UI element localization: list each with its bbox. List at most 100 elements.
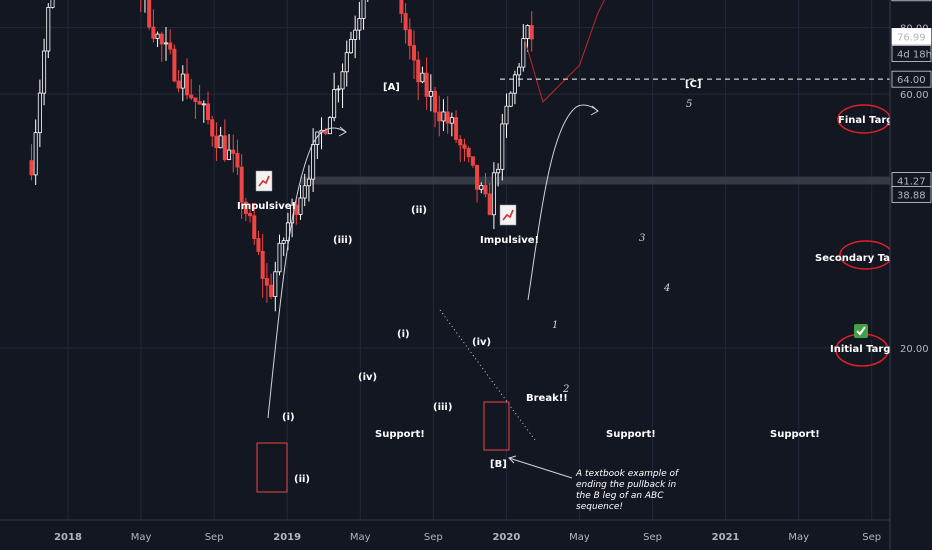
arrowhead-2 — [590, 105, 599, 116]
candle-body — [433, 90, 438, 113]
candle-body — [462, 144, 467, 149]
chart-up-icon — [499, 204, 517, 226]
x-tick-label: May — [569, 532, 590, 543]
candle-body — [449, 117, 454, 124]
note-line: sequence! — [576, 502, 623, 512]
candle-body — [496, 168, 501, 174]
price-label-box — [891, 28, 932, 45]
candle-body — [517, 66, 522, 76]
candle-body — [147, 0, 152, 28]
candle-body — [281, 240, 286, 244]
candle-body — [311, 144, 316, 180]
candle-body — [155, 33, 160, 39]
note-arrowhead — [508, 455, 517, 464]
candle-body — [277, 242, 282, 273]
candle-body — [193, 97, 198, 102]
candle-body — [412, 45, 417, 61]
proj-wave-2: 2 — [562, 384, 569, 395]
y-axis-bg — [890, 0, 932, 550]
wave-iv-label: (iv) — [358, 372, 377, 383]
wave-iv-label: (iv) — [472, 337, 491, 348]
candle-body — [256, 238, 261, 252]
proj-wave-3: 3 — [639, 233, 645, 244]
candle-body — [46, 7, 51, 52]
candle-body — [273, 271, 278, 297]
x-tick-label: May — [131, 532, 152, 543]
candle-body — [302, 185, 307, 199]
check-icon — [854, 324, 868, 338]
wave-iii-label: (iii) — [333, 235, 352, 246]
note-line: ending the pullback in — [576, 480, 677, 490]
initial-target-label: Initial Target! — [830, 344, 907, 355]
proj-wave-5: 5 — [686, 99, 692, 110]
x-tick-label: Sep — [643, 532, 662, 543]
candle-body — [403, 13, 408, 31]
x-axis-bg — [0, 520, 932, 550]
candle-body — [479, 185, 484, 190]
candle-body — [231, 149, 236, 154]
candle-body — [332, 89, 337, 119]
proj-wave-4: 4 — [663, 283, 670, 294]
impulse-arrow-2 — [527, 104, 599, 301]
bottom-box — [256, 442, 288, 493]
x-tick-label: Sep — [862, 532, 881, 543]
candle-body — [487, 193, 492, 216]
candle-body — [29, 160, 34, 176]
candle-body — [172, 48, 177, 82]
note-line: A textbook example of — [575, 469, 680, 479]
final-target-label: Final Target — [838, 115, 905, 126]
candle-body — [189, 94, 194, 99]
candle-body — [420, 72, 425, 83]
support-label: Support! — [770, 429, 820, 440]
candle-body — [176, 80, 181, 89]
price-label-box — [891, 70, 932, 88]
candle-body — [454, 117, 459, 140]
candle-body — [163, 42, 168, 45]
candle-body — [470, 156, 475, 166]
impulsive-label: Impulsive! — [480, 235, 539, 246]
price-label: 38.88 — [897, 190, 926, 201]
candle-body — [222, 135, 227, 160]
x-tick-label: Sep — [205, 532, 224, 543]
candle-body — [168, 42, 173, 50]
candle-body — [37, 92, 42, 134]
candle-body — [239, 166, 244, 203]
chart-up-icon — [255, 170, 273, 192]
price-label-box — [891, 45, 932, 62]
candle-body — [197, 101, 202, 105]
candle-body — [218, 135, 223, 149]
candle-body — [151, 26, 156, 39]
candle-body — [252, 215, 257, 239]
x-tick-label: May — [350, 532, 371, 543]
pullback-trendline — [439, 309, 536, 441]
support-label: Support! — [606, 429, 656, 440]
candle-body — [437, 111, 442, 122]
candle-body — [475, 164, 480, 190]
x-tick-label: 2018 — [54, 532, 82, 543]
proj-wave-1: 1 — [552, 320, 558, 331]
candle-body — [416, 59, 421, 83]
candle-body — [206, 103, 211, 121]
candle-body — [42, 50, 47, 94]
wave-i-label: (i) — [397, 329, 410, 340]
candles — [29, 0, 534, 312]
candle-body — [50, 0, 55, 8]
candle-body — [269, 284, 274, 297]
wave-B-label: [B] — [490, 459, 507, 470]
projection-path — [524, 0, 605, 103]
impulse-arrow-1 — [267, 127, 347, 419]
candle-body — [306, 178, 311, 187]
wave-i-label: (i) — [282, 412, 295, 423]
candle-body — [445, 111, 450, 124]
candle-body — [33, 132, 38, 176]
candle-body — [348, 39, 353, 54]
candle-body — [201, 103, 206, 106]
x-tick-label: 2019 — [273, 532, 301, 543]
candle-body — [336, 88, 341, 91]
candle-body — [248, 213, 253, 217]
candle-body — [264, 278, 269, 286]
support-label: Support! — [375, 429, 425, 440]
price-label: 4d 18h — [897, 50, 932, 61]
wave-C-label: [C] — [685, 79, 701, 90]
